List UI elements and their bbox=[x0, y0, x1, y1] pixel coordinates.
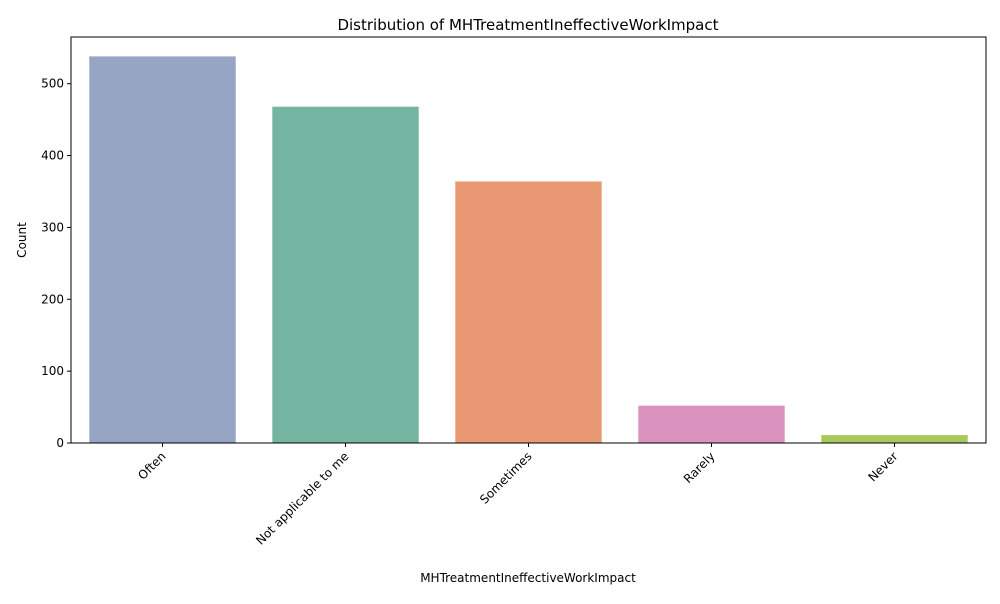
plot-frame bbox=[70, 36, 987, 444]
y-tick-label: 400 bbox=[41, 149, 64, 163]
bar-never bbox=[821, 435, 968, 443]
plot-area: 0 100 200 300 400 500 Often Not applicable to m… bbox=[41, 56, 968, 548]
bar-not-applicable-to-me bbox=[272, 106, 419, 444]
y-tick-label: 100 bbox=[41, 364, 64, 378]
y-tick-label: 500 bbox=[41, 77, 64, 91]
x-tick-label: Sometimes bbox=[477, 449, 535, 507]
x-tick-label: Not applicable to me bbox=[253, 449, 351, 547]
chart-title: Distribution of MHTreatmentIneffectiveWo… bbox=[337, 16, 718, 34]
y-axis-label: Count bbox=[15, 222, 29, 258]
x-tick-label: Never bbox=[865, 449, 900, 484]
bar-rarely bbox=[638, 405, 785, 443]
y-tick-label: 0 bbox=[56, 436, 64, 450]
x-tick-label: Rarely bbox=[681, 449, 718, 486]
y-tick-label: 200 bbox=[41, 292, 64, 306]
bar-often bbox=[89, 56, 236, 444]
x-axis-label: MHTreatmentIneffectiveWorkImpact bbox=[420, 571, 636, 585]
y-tick-label: 300 bbox=[41, 220, 64, 234]
x-tick-label: Often bbox=[135, 449, 168, 482]
bar-sometimes bbox=[455, 181, 602, 443]
